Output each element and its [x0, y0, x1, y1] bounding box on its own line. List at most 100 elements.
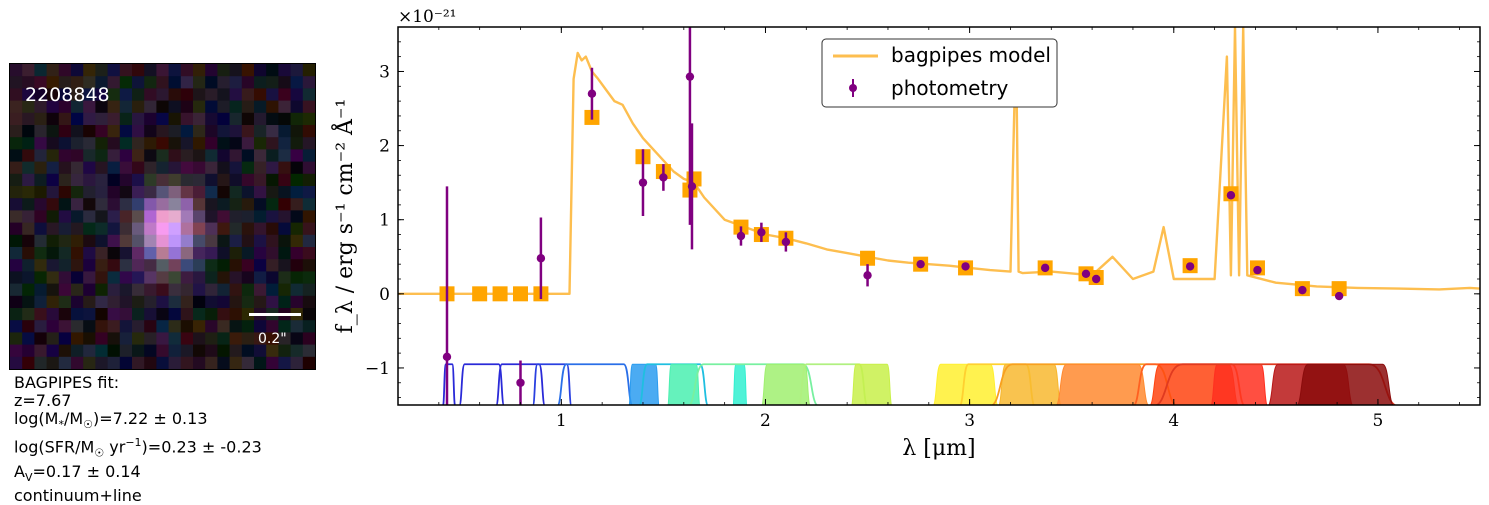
thumbnail-pixel	[83, 356, 96, 369]
thumbnail-pixel	[241, 259, 255, 272]
thumbnail-pixel	[168, 259, 182, 272]
thumbnail-pixel	[217, 100, 231, 114]
thumbnail-pixel	[71, 356, 84, 369]
thumbnail-pixel	[10, 88, 23, 102]
thumbnail-pixel	[278, 295, 292, 309]
thumbnail-pixel	[217, 320, 231, 333]
thumbnail-pixel	[302, 125, 315, 138]
thumbnail-pixel	[205, 344, 218, 358]
thumbnail-pixel	[266, 356, 279, 369]
thumbnail-pixel	[278, 161, 292, 175]
thumbnail-pixel	[83, 308, 96, 321]
thumbnail-pixel	[156, 295, 170, 309]
thumbnail-pixel	[22, 271, 35, 285]
thumbnail-pixel	[217, 137, 231, 150]
thumbnail-pixel	[241, 210, 255, 224]
thumbnail-pixel	[241, 295, 255, 309]
photometry-point	[1091, 274, 1101, 284]
thumbnail-pixel	[302, 137, 315, 150]
thumbnail-pixel	[83, 88, 96, 102]
thumbnail-pixel	[205, 76, 218, 89]
thumbnail-pixel	[22, 186, 35, 199]
filter-curve	[1210, 363, 1268, 405]
thumbnail-pixel	[217, 125, 231, 138]
x-tick-label: 5	[1373, 411, 1384, 431]
thumbnail-pixel	[58, 173, 72, 187]
thumbnail-pixel	[217, 88, 231, 102]
thumbnail-pixel	[58, 320, 72, 333]
thumbnail-pixel	[10, 222, 23, 236]
thumbnail-pixel	[156, 112, 170, 126]
thumbnail-pixel	[107, 234, 121, 248]
thumbnail-pixel	[22, 222, 35, 236]
thumbnail-pixel	[83, 149, 96, 163]
thumbnail-pixel	[71, 295, 84, 309]
thumbnail-pixel	[46, 112, 60, 126]
thumbnail-pixel	[278, 76, 292, 89]
thumbnail-pixel	[46, 186, 60, 199]
thumbnail-pixel	[278, 283, 292, 297]
thumbnail-pixel	[290, 100, 304, 114]
thumbnail-pixel	[254, 186, 267, 199]
thumbnail-pixel	[205, 332, 218, 346]
thumbnail-pixel	[107, 308, 121, 321]
filter-curves	[442, 363, 1399, 405]
thumbnail-pixel	[168, 112, 182, 126]
thumbnail-pixel	[144, 210, 157, 224]
thumbnail-pixel	[229, 259, 243, 272]
thumbnail-pixel	[241, 137, 255, 150]
scale-bar-label: 0.2"	[258, 331, 287, 347]
y-axis-label: f_λ / erg s⁻¹ cm⁻² Å⁻¹	[330, 99, 358, 334]
thumbnail-pixel	[217, 234, 231, 248]
object-id-label: 2208848	[25, 84, 110, 106]
thumbnail-pixel	[107, 88, 121, 102]
thumbnail-pixel	[119, 161, 133, 175]
thumbnail-pixel	[119, 125, 133, 138]
thumbnail-pixel	[241, 356, 255, 369]
thumbnail-pixel	[10, 125, 23, 138]
thumbnail-pixel	[132, 259, 145, 272]
thumbnail-pixel	[132, 186, 145, 199]
thumbnail-pixel	[144, 283, 157, 297]
thumbnail-pixel	[95, 295, 109, 309]
thumbnail-pixel	[83, 186, 96, 199]
thumbnail-pixel	[193, 271, 206, 285]
thumbnail-pixel	[22, 137, 35, 150]
thumbnail-pixel	[302, 88, 315, 102]
filter-curve	[732, 363, 748, 405]
thumbnail-pixel	[22, 198, 35, 211]
thumbnail-pixel	[46, 222, 60, 236]
thumbnail-pixel	[180, 100, 194, 114]
thumbnail-pixel	[180, 234, 194, 248]
thumbnail-pixel	[144, 149, 157, 163]
thumbnail-pixel	[168, 88, 182, 102]
thumbnail-pixel	[132, 88, 145, 102]
thumbnail-pixel	[156, 247, 170, 260]
thumbnail-pixel	[193, 210, 206, 224]
thumbnail-pixel	[22, 88, 35, 102]
thumbnail-pixel	[144, 234, 157, 248]
thumbnail-pixel	[119, 210, 133, 224]
y-tick-label: 1	[379, 211, 390, 231]
thumbnail-pixel	[119, 332, 133, 346]
thumbnail-pixel	[46, 198, 60, 211]
plot-frame	[397, 26, 1481, 406]
thumbnail-pixel	[34, 344, 48, 358]
thumbnail-pixel	[107, 112, 121, 126]
y-tick-label: 3	[379, 62, 390, 82]
fit-sfr: log(SFR/M☉ yr−1)=0.23 ± -0.23	[14, 436, 262, 460]
thumbnail-pixel	[180, 356, 194, 369]
photometry-point	[687, 182, 697, 191]
thumbnail-pixel	[168, 161, 182, 175]
thumbnail-pixel	[302, 100, 315, 114]
filter-curve	[761, 363, 811, 405]
thumbnail-pixel	[156, 186, 170, 199]
thumbnail-pixel	[241, 234, 255, 248]
thumbnail-pixel	[144, 100, 157, 114]
photometry-point	[442, 352, 452, 362]
thumbnail-pixel	[34, 186, 48, 199]
thumbnail-pixel	[144, 320, 157, 333]
thumbnail-pixel	[119, 247, 133, 260]
thumbnail-pixel	[205, 247, 218, 260]
thumbnail-pixel	[156, 271, 170, 285]
